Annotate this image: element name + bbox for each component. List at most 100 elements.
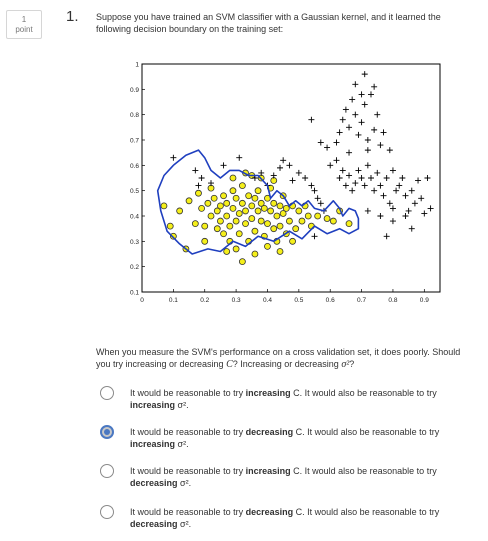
positive-point (418, 195, 425, 202)
negative-point (220, 230, 227, 238)
positive-point (402, 192, 409, 199)
negative-point (160, 202, 168, 210)
negative-point (235, 230, 243, 238)
positive-point (327, 162, 334, 169)
negative-point (282, 204, 290, 212)
y-tick-label: 0.6 (130, 163, 139, 170)
negative-point (304, 212, 312, 220)
question-text: Suppose you have trained an SVM classifi… (96, 12, 441, 34)
positive-point (220, 162, 227, 169)
followup-C: C (226, 359, 233, 370)
radio-button-2-selected[interactable] (100, 425, 114, 439)
followup-text-b: ? Increasing or decreasing (232, 359, 342, 369)
answer-option-4[interactable]: It would be reasonable to try decreasing… (100, 505, 480, 539)
answer-option-3[interactable]: It would be reasonable to try increasing… (100, 464, 480, 498)
y-tick-label: 0.4 (130, 214, 139, 221)
negative-point (169, 232, 177, 240)
positive-point (371, 126, 378, 133)
negative-point (232, 194, 240, 202)
positive-point (355, 167, 362, 174)
positive-point (324, 144, 331, 151)
x-tick-label: 0.6 (326, 297, 335, 304)
positive-point (342, 182, 349, 189)
negative-point (279, 210, 287, 217)
negative-point (298, 217, 306, 225)
points-label: point (15, 25, 33, 34)
negative-point (191, 220, 199, 228)
positive-point (421, 210, 428, 217)
answer-option-1[interactable]: It would be reasonable to try increasing… (100, 386, 480, 420)
radio-button-1[interactable] (100, 386, 114, 400)
positive-point (396, 182, 403, 189)
y-tick-label: 1 (135, 62, 139, 69)
positive-point (349, 187, 356, 194)
negative-point (176, 207, 184, 215)
positive-point (355, 131, 362, 138)
option-text-4: It would be reasonable to try decreasing… (130, 507, 440, 529)
positive-point (389, 205, 396, 212)
positive-point (358, 91, 365, 98)
negative-point (238, 199, 246, 207)
negative-point (273, 212, 281, 220)
followup-text-c: ? (349, 359, 355, 369)
y-tick-label: 0.1 (130, 290, 139, 297)
positive-point (333, 139, 340, 146)
positive-point (336, 129, 343, 136)
positive-point (380, 129, 387, 136)
positive-point (302, 175, 309, 181)
positive-point (289, 177, 296, 184)
negative-point (251, 194, 259, 202)
radio-button-3[interactable] (100, 464, 114, 478)
positive-point (389, 218, 396, 225)
positive-point (236, 154, 243, 161)
positive-point (380, 192, 387, 199)
positive-point (408, 225, 415, 232)
negative-point (251, 227, 259, 235)
positive-point (277, 164, 284, 171)
scatter-chart: 0 0.1 0.2 0.3 0.4 0.5 0.6 0.7 0.8 0.90.10.20.30.4… (130, 62, 441, 304)
negative-point (286, 217, 293, 225)
positive-point (386, 147, 393, 154)
negative-point (238, 258, 246, 266)
negative-point (198, 204, 205, 212)
points-value: 1 (21, 15, 27, 24)
positive-point (311, 187, 318, 194)
option-text-3: It would be reasonable to try increasing… (130, 466, 437, 488)
radio-button-4[interactable] (100, 505, 114, 519)
positive-point (383, 233, 390, 240)
positive-point (377, 182, 384, 189)
negative-point (223, 248, 231, 255)
positive-point (346, 124, 353, 131)
answer-option-2[interactable]: It would be reasonable to try decreasing… (100, 425, 480, 459)
positive-point (364, 207, 371, 214)
x-tick-label: 0.8 (388, 297, 397, 304)
positive-point (258, 169, 265, 176)
negative-point (201, 237, 209, 245)
negative-point (260, 204, 268, 212)
x-tick-label: 0.2 (200, 297, 209, 304)
negative-point (242, 207, 249, 215)
x-tick-label: 0 (140, 297, 144, 304)
positive-point (427, 205, 434, 212)
positive-point (383, 175, 390, 181)
negative-point (276, 222, 284, 230)
positive-point (339, 167, 346, 174)
positive-point (280, 157, 287, 164)
positive-point (314, 195, 321, 202)
positive-point (377, 142, 384, 149)
negative-point (270, 199, 278, 207)
positive-point (358, 175, 365, 181)
negative-point (292, 225, 300, 233)
negative-point (201, 222, 209, 230)
negative-point (270, 225, 278, 233)
negative-point (254, 207, 262, 215)
positive-point (364, 147, 371, 154)
y-tick-label: 0.7 (130, 138, 139, 145)
positive-point (170, 154, 177, 161)
negative-point (217, 202, 224, 210)
negative-point (217, 217, 224, 225)
positive-point (361, 182, 368, 189)
positive-point (367, 91, 374, 98)
positive-point (361, 71, 368, 78)
negative-point (314, 212, 322, 220)
